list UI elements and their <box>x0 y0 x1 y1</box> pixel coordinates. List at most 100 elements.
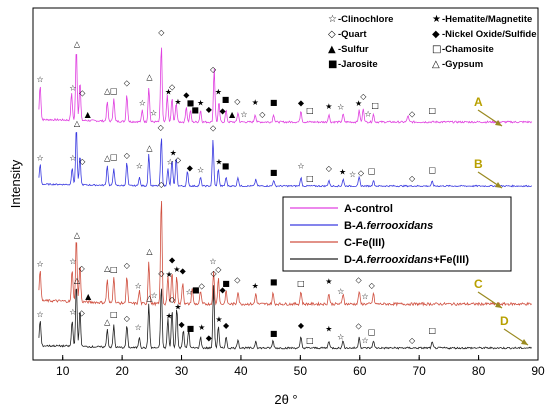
peak-marker-A-2: △ <box>74 39 81 48</box>
peak-marker-A-36: ☆ <box>364 109 371 118</box>
peak-marker-A-26: ☆ <box>240 110 247 119</box>
peak-marker-D-6: ◇ <box>124 314 131 323</box>
peak-marker-D-4: △ <box>104 318 111 327</box>
peak-marker-B-22: ★ <box>339 167 346 176</box>
phase-legend-label-4: -Sulfur <box>338 44 369 55</box>
peak-marker-A-8: ☆ <box>139 98 146 107</box>
peak-marker-D-28: ◇ <box>409 336 416 345</box>
peak-marker-D-11: ◇ <box>169 295 176 304</box>
peak-marker-A-6: □ <box>110 87 118 96</box>
peak-marker-C-10: ☆ <box>151 291 158 300</box>
x-tick-label-50: 50 <box>294 364 308 378</box>
peak-marker-D-20: ■ <box>270 329 278 338</box>
peak-marker-B-9: ◇ <box>158 123 165 132</box>
peak-marker-C-31: ◇ <box>369 281 376 290</box>
phase-legend-label-0: -Clinochlore <box>338 14 393 25</box>
peak-marker-C-11: ◇ <box>158 180 165 189</box>
peak-marker-B-19: ☆ <box>297 161 304 170</box>
curve-arrow-head-B <box>495 182 502 188</box>
series-legend-label-D: D-A.ferrooxidans+Fe(III) <box>344 254 469 266</box>
phase-legend-symbol-5: □ <box>432 44 441 55</box>
x-tick-label-70: 70 <box>412 364 426 378</box>
series-legend-label-B: B-A.ferrooxidans <box>344 220 433 232</box>
peak-marker-B-23: ☆ <box>349 170 356 179</box>
peak-marker-C-17: ■ <box>192 285 200 294</box>
peak-marker-A-19: ◆ <box>206 105 213 114</box>
phase-legend-label-6: -Jarosite <box>338 59 378 70</box>
phase-legend-label-3: -Nickel Oxide/Sulfide <box>442 29 537 40</box>
peak-marker-C-14: ★ <box>173 265 180 274</box>
peak-marker-B-27: □ <box>428 165 436 174</box>
peak-marker-C-12: ★ <box>165 270 172 279</box>
phase-legend-label-2: -Quart <box>338 29 367 40</box>
peak-marker-B-0: ☆ <box>37 154 44 163</box>
peak-marker-C-16: ☆ <box>186 287 193 296</box>
peak-marker-B-18: ■ <box>270 168 278 177</box>
peak-marker-C-20: ◇ <box>215 265 222 274</box>
x-tick-label-80: 80 <box>472 364 486 378</box>
peak-marker-A-28: ◇ <box>259 110 266 119</box>
peak-marker-C-24: ★ <box>252 282 259 291</box>
peak-marker-D-10: ★ <box>165 312 172 321</box>
curve-arrows: A B C D <box>474 95 529 346</box>
peak-marker-A-30: ◆ <box>298 98 305 107</box>
peak-marker-A-33: ☆ <box>337 102 344 111</box>
peak-marker-A-32: ★ <box>325 102 332 111</box>
peak-marker-B-6: ◇ <box>124 151 131 160</box>
curve-tag-B: B <box>474 157 483 171</box>
curve-A <box>38 47 532 124</box>
peak-marker-A-21: ★ <box>215 87 222 96</box>
peak-marker-B-2: △ <box>74 119 81 128</box>
peak-marker-D-17: ◇ <box>211 269 218 278</box>
peak-marker-C-2: △ <box>74 230 81 239</box>
peak-marker-B-14: ☆ <box>197 165 204 174</box>
phase-legend-label-5: -Chamosite <box>442 44 494 55</box>
phase-legend-symbol-3: ◆ <box>432 29 440 40</box>
phase-legend-label-7: -Gypsum <box>442 59 483 70</box>
peak-marker-D-22: □ <box>306 336 314 345</box>
peak-marker-B-20: □ <box>306 174 314 183</box>
peak-marker-D-21: ◆ <box>298 321 305 330</box>
peak-markers: ☆☆△◇▲△ □◇☆△☆◇★◇★◆■■★◆◇★◆■▲◇☆★◇■ ◆□ ★ ☆ ★◇☆□◇ □… <box>37 28 436 345</box>
series-legend-label-C: C-Fe(III) <box>344 237 385 249</box>
peak-marker-B-8: △ <box>146 144 153 153</box>
peak-marker-C-3: ◇ <box>79 264 86 273</box>
peak-marker-A-35: ◇ <box>360 92 367 101</box>
peak-marker-A-15: ◆ <box>183 90 190 99</box>
peak-marker-A-23: ■ <box>222 95 230 104</box>
x-tick-label-40: 40 <box>234 364 248 378</box>
curve-C <box>38 200 532 307</box>
peak-marker-B-3: ◇ <box>79 157 86 166</box>
phase-legend: ☆ -Clinochlore ★ -Hematite/Magnetite ◇ -Quart… <box>328 14 537 70</box>
peak-marker-B-11: ★ <box>170 149 177 158</box>
peak-marker-A-25: ◇ <box>234 97 241 106</box>
peak-marker-C-26: □ <box>297 279 305 288</box>
peak-marker-B-5: □ <box>110 153 118 162</box>
plot-frame <box>32 7 539 361</box>
peak-marker-D-23: ★ <box>325 325 332 334</box>
phase-legend-symbol-2: ◇ <box>328 29 336 40</box>
peak-marker-D-19: ◆ <box>223 321 230 330</box>
peak-marker-A-34: ★ <box>355 99 362 108</box>
x-axis: 10 20 30 40 50 60 70 80 90 <box>56 355 545 378</box>
peak-marker-C-25: ■ <box>270 278 278 287</box>
peak-marker-B-4: △ <box>104 154 111 163</box>
peak-marker-B-15: ◇ <box>210 124 217 133</box>
plot-background <box>33 8 538 360</box>
peak-marker-D-5: □ <box>110 310 118 319</box>
peak-marker-D-16: ◆ <box>206 333 213 342</box>
peak-marker-B-17: ■ <box>222 162 230 171</box>
peak-marker-C-27: ★ <box>325 277 332 286</box>
peak-marker-C-13: ◆ <box>169 256 176 265</box>
peak-marker-A-13: ◇ <box>169 83 176 92</box>
peak-marker-A-38: ◇ <box>409 109 416 118</box>
peak-marker-C-23: ◇ <box>234 276 241 285</box>
peak-marker-A-18: ★ <box>197 98 204 107</box>
phase-legend-symbol-7: △ <box>432 59 440 70</box>
peak-marker-A-7: ◇ <box>124 79 131 88</box>
peak-marker-A-27: ★ <box>252 98 259 107</box>
peak-marker-B-7: ☆ <box>136 161 143 170</box>
curve-arrow-head-A <box>495 120 502 126</box>
peak-marker-A-22: ◆ <box>219 107 226 116</box>
peak-marker-C-9: △ <box>146 247 153 256</box>
